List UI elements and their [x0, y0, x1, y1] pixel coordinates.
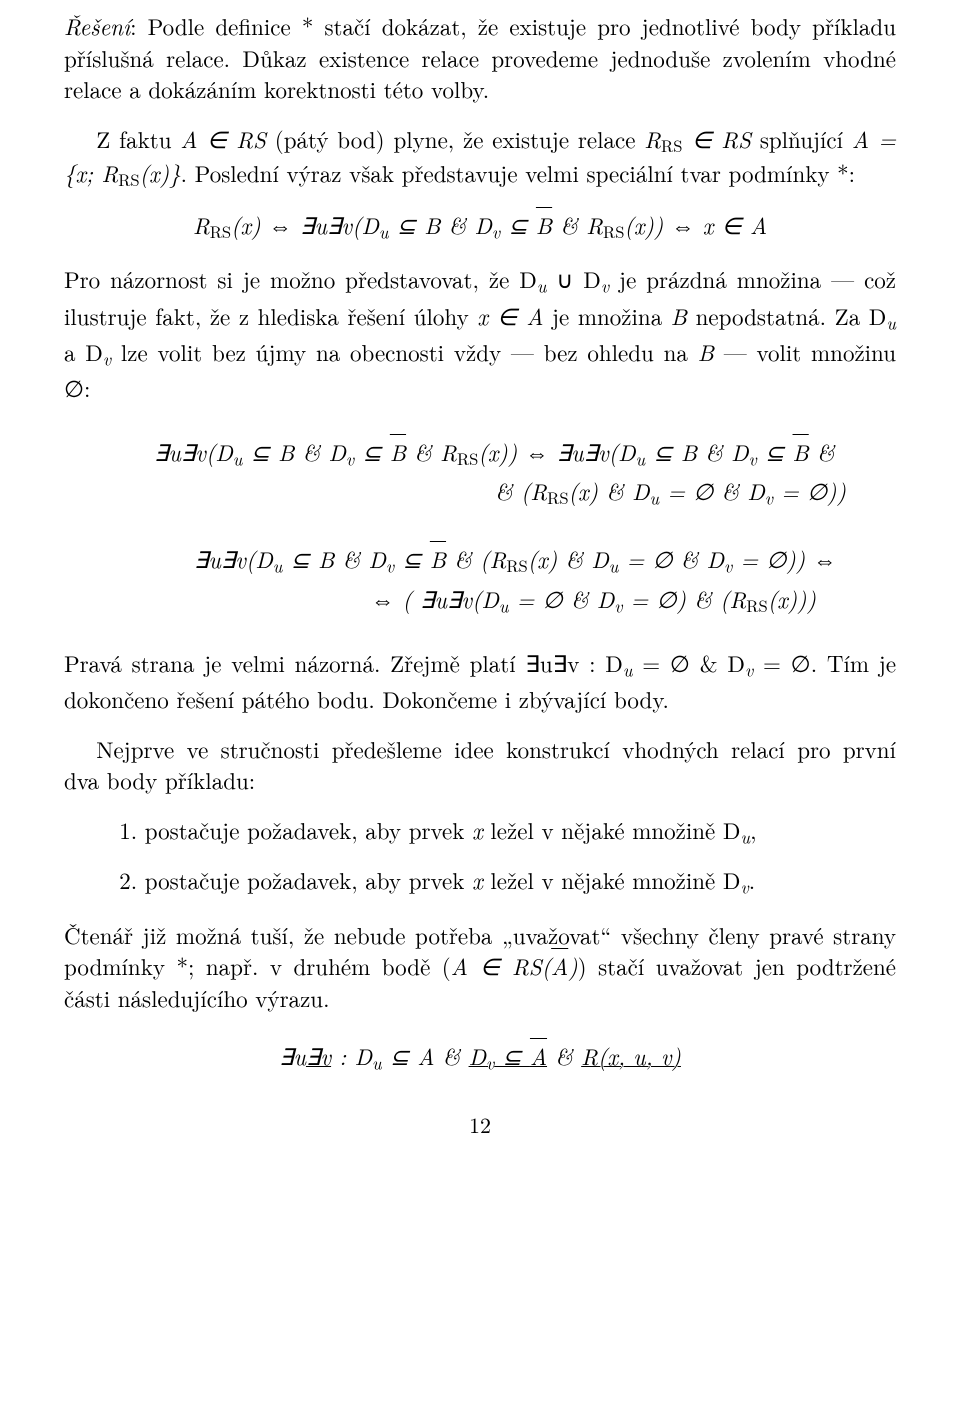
math-line: ∃u∃v(Du ⊆ B & Dv ⊆ B & RRS(x)) ⇔ ∃u∃v(Du…	[64, 436, 896, 472]
text: .	[749, 863, 755, 896]
display-equation-2: ∃u∃v : Du ⊆ A & Dv ⊆ A & R(x, u, v)	[64, 1040, 896, 1076]
math-inline: Du ∪ Dv	[519, 262, 609, 295]
text: je množina	[543, 299, 670, 332]
math-line: ∃u∃v(Du ⊆ B & Dv ⊆ B & (RRS(x) & Du = ∅ …	[64, 543, 896, 579]
text: 1. postačuje požadavek, aby prvek	[119, 813, 472, 846]
paragraph-reader: Čtenář již možná tuší, že nebude potřeba…	[64, 919, 896, 1014]
text: (pátý bod) plyne, že existuje relace	[266, 122, 644, 155]
list-item-1: 1. postačuje požadavek, aby prvek x leže…	[119, 814, 896, 850]
math-inline: RRS ∈ RS	[644, 122, 751, 155]
math-inline: x	[472, 863, 483, 896]
display-block-1: ∃u∃v(Du ⊆ B & Dv ⊆ B & RRS(x)) ⇔ ∃u∃v(Du…	[64, 436, 896, 511]
solution-label: Řešení	[64, 9, 130, 42]
display-block-2: ∃u∃v(Du ⊆ B & Dv ⊆ B & (RRS(x) & Du = ∅ …	[64, 543, 896, 618]
text: lze volit bez újmy na obecnosti vždy — b…	[111, 335, 698, 368]
text: splňující	[751, 122, 852, 155]
text: Pro názornost si je možno představovat, …	[64, 262, 519, 295]
paragraph-fact: Z faktu A ∈ RS (pátý bod) plyne, že exis…	[64, 123, 896, 191]
math-inline: A ∈ RS(A)	[451, 949, 578, 982]
text: . Poslední výraz však představuje velmi …	[181, 156, 855, 189]
math-inline: B	[671, 299, 687, 332]
list-item-2: 2. postačuje požadavek, aby prvek x leže…	[119, 864, 896, 900]
text: a D	[64, 335, 103, 368]
paragraph-idea-intro: Nejprve ve stručnosti předešleme idee ko…	[64, 733, 896, 796]
display-equation-1: RRS(x) ⇔ ∃u∃v(Du ⊆ B & Dv ⊆ B & RRS(x)) …	[64, 209, 896, 245]
text: : Podle definice * stačí dokázat, že exi…	[64, 9, 896, 105]
math-sub: v	[103, 346, 111, 371]
text: 2. postačuje požadavek, aby prvek	[119, 863, 472, 896]
text: ,	[750, 813, 756, 846]
math-line: & (RRS(x) & Du = ∅ & Dv = ∅))	[64, 475, 896, 511]
math-line: ⇔ ( ∃u∃v(Du = ∅ & Dv = ∅) & (RRS(x)))	[64, 583, 896, 619]
paragraph-illustration: Pro názornost si je možno představovat, …	[64, 263, 896, 403]
math-sub: v	[741, 875, 749, 900]
math-sub: u	[741, 825, 751, 850]
paragraph-solution-intro: Řešení: Podle definice * stačí dokázat, …	[64, 10, 896, 105]
text: ležel v nějaké množině D	[483, 863, 741, 896]
text: ležel v nějaké množině D	[483, 813, 741, 846]
text: Z faktu	[96, 122, 180, 155]
math-inline: A ∈ RS	[180, 122, 266, 155]
math-inline: ∃u∃v : Du = ∅ & Dv = ∅	[525, 646, 810, 679]
text: nepodstatná. Za D	[687, 299, 886, 332]
ordered-list: 1. postačuje požadavek, aby prvek x leže…	[64, 814, 896, 900]
page-number: 12	[64, 1110, 896, 1140]
math-sub: u	[886, 310, 896, 335]
math-inline: B	[698, 335, 714, 368]
text: Pravá strana je velmi názorná. Zřejmě pl…	[64, 646, 525, 679]
page: Řešení: Podle definice * stačí dokázat, …	[0, 0, 960, 1412]
math-inline: x ∈ A	[477, 299, 543, 332]
math-inline: x	[472, 813, 483, 846]
paragraph-right-side: Pravá strana je velmi názorná. Zřejmě pl…	[64, 647, 896, 715]
